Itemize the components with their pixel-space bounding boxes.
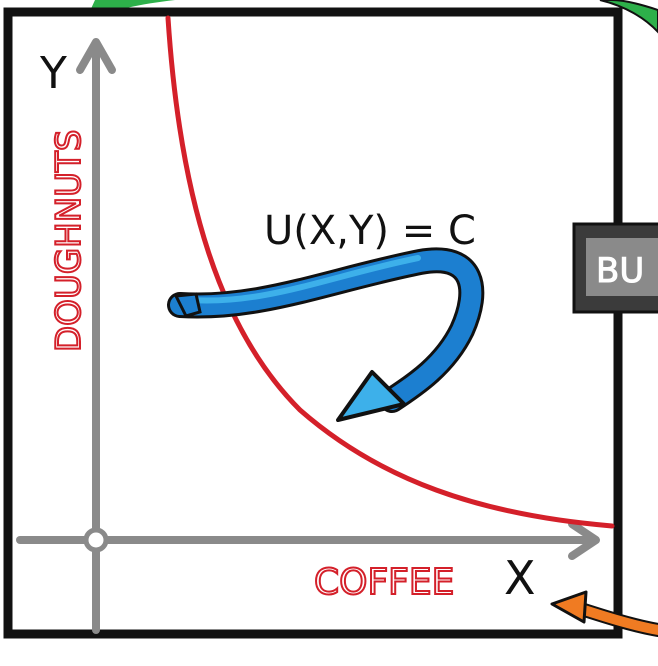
y-axis-letter: Y (39, 48, 67, 99)
origin-circle-icon (83, 527, 109, 553)
side-button-label: BU (596, 251, 644, 291)
y-axis-label: DOUGHNUTS (49, 130, 89, 352)
diagram-frame (3, 7, 623, 639)
side-button[interactable]: BU (572, 222, 658, 314)
y-axis-arrowhead (76, 38, 116, 74)
green-arrow-top-right (599, 0, 658, 34)
indifference-curve (165, 15, 615, 529)
utility-equation: U(X,Y) = C (264, 208, 476, 254)
x-axis-letter: X (504, 551, 536, 605)
curved-blue-arrow-icon (167, 247, 485, 422)
green-arrow-top-left (85, 0, 175, 22)
x-axis-arrowhead (568, 520, 600, 560)
x-axis-label: COFFEE (314, 562, 454, 603)
orange-arrow (550, 590, 658, 637)
